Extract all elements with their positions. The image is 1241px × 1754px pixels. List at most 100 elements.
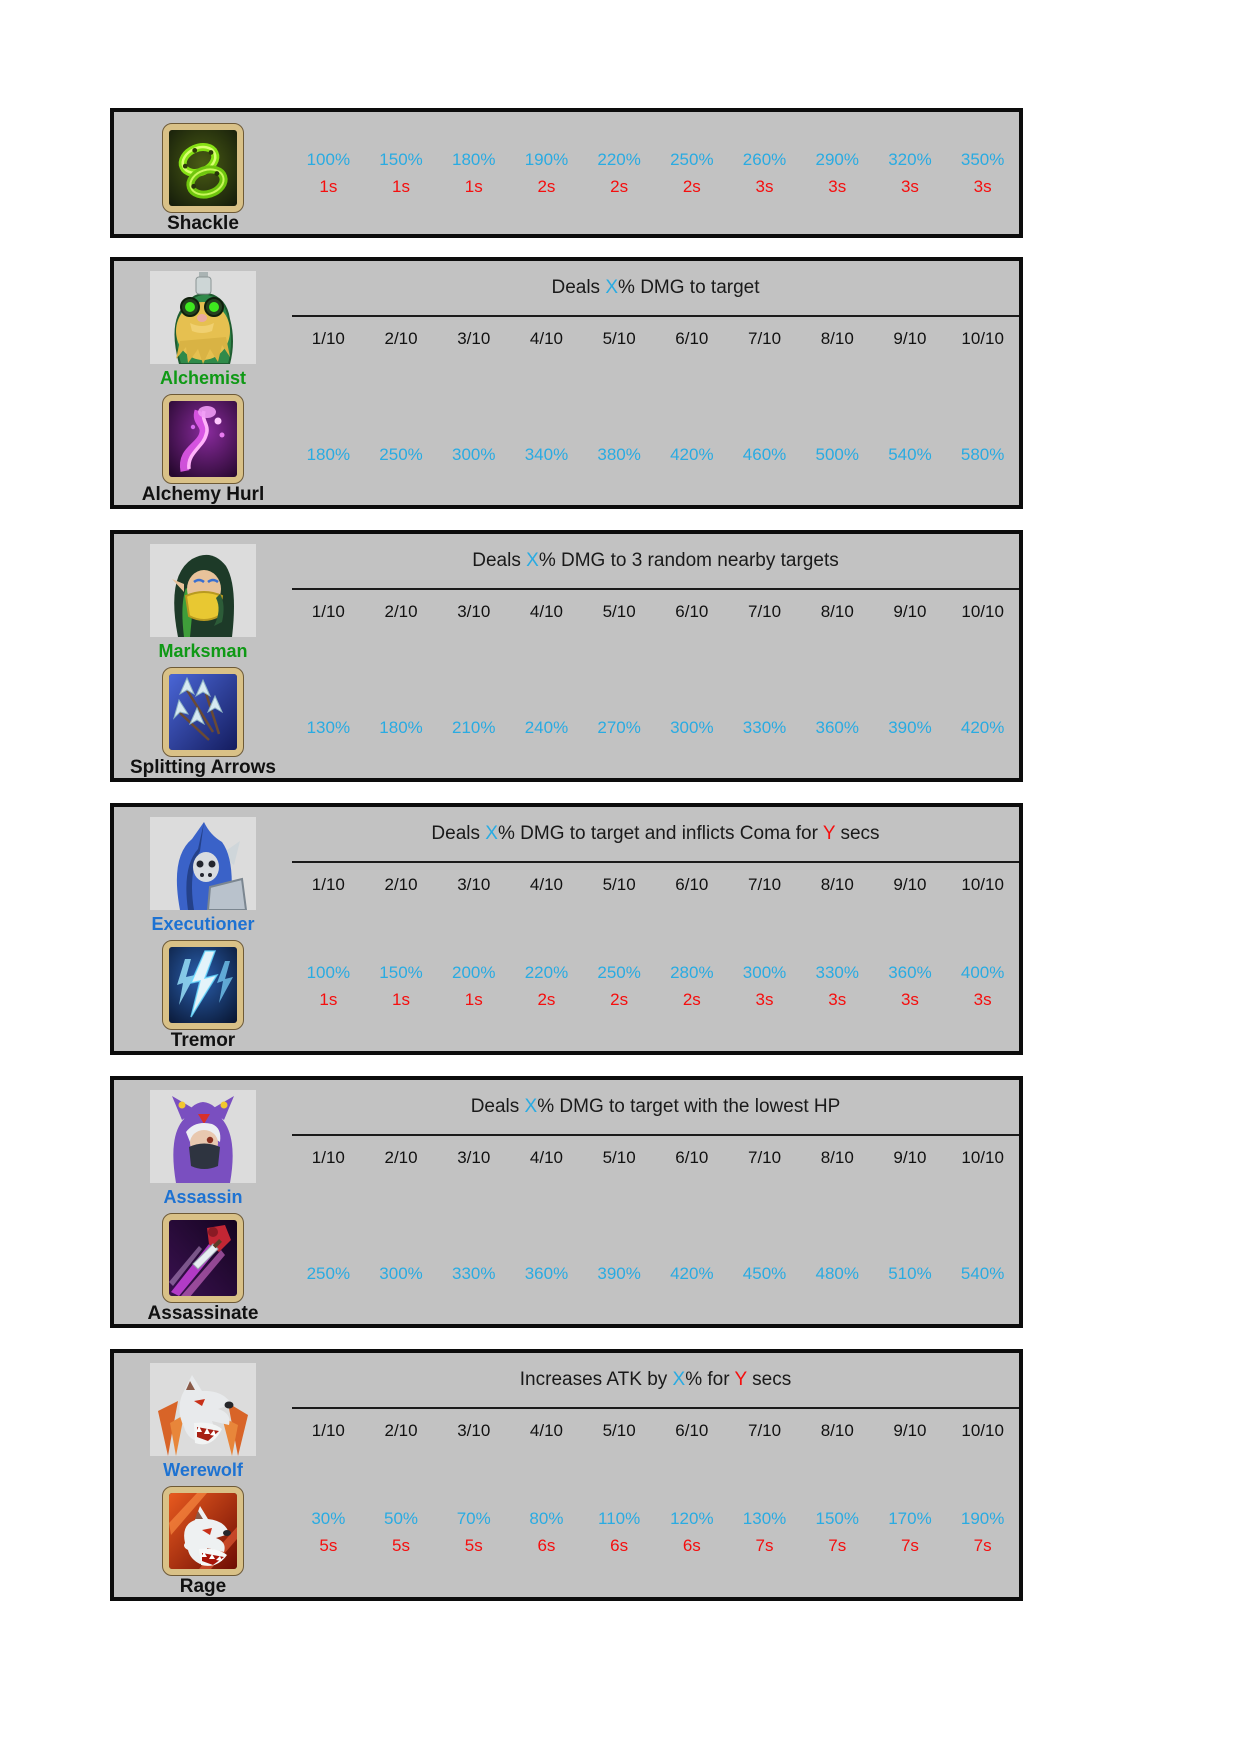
skill-name: Tremor — [170, 1030, 236, 1051]
description-segment: X — [672, 1369, 686, 1390]
level-cell: 4/10 — [529, 602, 563, 621]
table-rule — [292, 588, 1019, 590]
alchemist-portrait — [150, 271, 256, 364]
table-rule — [292, 1134, 1019, 1136]
duration-cell: 2s — [537, 990, 556, 1009]
value-cell: 330% — [815, 963, 859, 982]
value-cell: 290% — [815, 150, 859, 169]
panel-left-column: Shackle — [114, 112, 292, 234]
level-cell: 8/10 — [820, 329, 854, 348]
skill-values-row: 100% 150% 200% 220% 250% 280% 300% 330% 360% 400% — [292, 963, 1019, 983]
duration-cell: 7s — [755, 1536, 774, 1555]
duration-cell: 2s — [682, 990, 701, 1009]
level-cell: 5/10 — [602, 875, 636, 894]
skill-values-row: 100% 150% 180% 190% 220% 250% 260% 290% 320% 350% — [292, 150, 1019, 170]
duration-cell: 7s — [900, 1536, 919, 1555]
level-cell: 8/10 — [820, 875, 854, 894]
value-cell: 460% — [742, 445, 787, 464]
value-cell: 100% — [306, 963, 351, 982]
description-segment: secs — [746, 1369, 792, 1390]
value-cell: 300% — [452, 445, 496, 464]
description-segment: Deals — [431, 823, 486, 844]
level-cell: 7/10 — [747, 602, 782, 621]
level-cell: 2/10 — [384, 1148, 418, 1167]
assassinate-icon — [162, 1213, 244, 1303]
level-cell: 9/10 — [893, 602, 927, 621]
skill-description: Deals X% DMG to 3 random nearby targets — [292, 548, 1019, 574]
level-cell: 2/10 — [384, 602, 418, 621]
hero-skill-panel: Marksman Splitting Arrows Deals X% DMG t… — [110, 530, 1023, 782]
level-cell: 9/10 — [893, 329, 927, 348]
value-cell: 540% — [960, 1264, 1005, 1283]
level-cell: 9/10 — [893, 875, 927, 894]
table-rule — [292, 1407, 1019, 1409]
level-header-row: 1/10 2/10 3/10 4/10 5/10 6/10 7/10 8/10 9/10 10/1… — [292, 1421, 1019, 1441]
level-cell: 1/10 — [311, 1421, 345, 1440]
value-cell: 400% — [960, 963, 1005, 982]
level-cell: 10/10 — [961, 329, 1004, 348]
level-cell: 1/10 — [311, 602, 345, 621]
value-cell: 300% — [742, 963, 787, 982]
level-cell: 1/10 — [311, 1148, 345, 1167]
duration-cell: 1s — [464, 990, 483, 1009]
skill-description: Deals X% DMG to target and inflicts Coma… — [292, 821, 1019, 847]
description-segment: % DMG to target with the lowest HP — [537, 1096, 841, 1117]
duration-cell: 1s — [319, 177, 338, 196]
value-cell: 250% — [597, 963, 641, 982]
duration-cell: 3s — [755, 177, 774, 196]
value-cell: 250% — [306, 1264, 351, 1283]
panel-left-column: Executioner Tremor — [114, 807, 292, 1051]
value-cell: 120% — [670, 1509, 714, 1528]
description-segment: Y — [734, 1369, 747, 1390]
value-cell: 360% — [888, 963, 932, 982]
value-cell: 330% — [742, 718, 787, 737]
value-cell: 580% — [960, 445, 1005, 464]
value-cell: 350% — [960, 150, 1005, 169]
description-segment: X — [485, 823, 498, 844]
value-cell: 100% — [306, 150, 351, 169]
level-cell: 3/10 — [457, 1148, 491, 1167]
skill-description: Deals X% DMG to target with the lowest H… — [292, 1094, 1019, 1120]
value-cell: 420% — [960, 718, 1005, 737]
value-cell: 280% — [670, 963, 714, 982]
description-segment: X — [524, 1096, 538, 1117]
level-cell: 6/10 — [675, 1148, 709, 1167]
hero-name: Executioner — [151, 914, 255, 934]
level-cell: 10/10 — [961, 1148, 1004, 1167]
duration-cell: 3s — [828, 990, 847, 1009]
hero-skill-panel: Werewolf Rage Increases ATK by X% for Y … — [110, 1349, 1023, 1601]
panel-table-column: Deals X% DMG to target 1/10 2/10 3/10 4/10 5… — [292, 261, 1019, 505]
value-cell: 390% — [888, 718, 932, 737]
hero-name: Alchemist — [159, 368, 247, 388]
value-cell: 240% — [524, 718, 569, 737]
duration-cell: 6s — [682, 1536, 701, 1555]
level-cell: 10/10 — [961, 602, 1004, 621]
value-cell: 340% — [524, 445, 569, 464]
duration-cell: 1s — [392, 177, 411, 196]
duration-cell: 3s — [755, 990, 774, 1009]
level-cell: 6/10 — [675, 1421, 709, 1440]
level-cell: 3/10 — [457, 875, 491, 894]
level-cell: 7/10 — [747, 1148, 782, 1167]
value-cell: 320% — [888, 150, 932, 169]
value-cell: 360% — [815, 718, 859, 737]
description-segment: Deals — [551, 277, 606, 298]
level-cell: 2/10 — [384, 329, 418, 348]
value-cell: 150% — [379, 150, 423, 169]
value-cell: 220% — [524, 963, 569, 982]
shackle-icon — [162, 123, 244, 213]
value-cell: 170% — [888, 1509, 932, 1528]
value-cell: 190% — [524, 150, 569, 169]
value-cell: 270% — [597, 718, 641, 737]
hero-name: Werewolf — [163, 1460, 243, 1480]
duration-cell: 3s — [900, 990, 919, 1009]
value-cell: 80% — [529, 1509, 564, 1528]
level-cell: 6/10 — [675, 329, 709, 348]
hero-name: Marksman — [158, 641, 248, 661]
value-cell: 480% — [815, 1264, 859, 1283]
value-cell: 300% — [670, 718, 714, 737]
level-header-row: 1/10 2/10 3/10 4/10 5/10 6/10 7/10 8/10 9/10 10/1… — [292, 875, 1019, 895]
skill-values-row: 130% 180% 210% 240% 270% 300% 330% 360% 390% 420% — [292, 718, 1019, 738]
value-cell: 150% — [815, 1509, 859, 1528]
level-header-row: 1/10 2/10 3/10 4/10 5/10 6/10 7/10 8/10 9/10 10/1… — [292, 329, 1019, 349]
